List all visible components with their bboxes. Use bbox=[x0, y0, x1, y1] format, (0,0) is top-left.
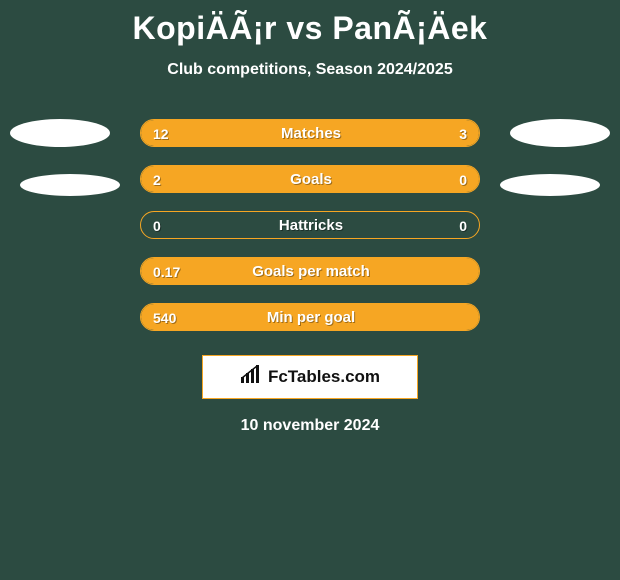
stat-bar-left-fill bbox=[141, 166, 480, 192]
stat-bar-left-fill bbox=[141, 304, 480, 330]
stat-bar: Goals20 bbox=[140, 165, 480, 193]
stat-bar-right-fill bbox=[411, 120, 479, 146]
player-ellipse bbox=[10, 119, 110, 147]
stat-bar-left-fill bbox=[141, 120, 413, 146]
logo-text-rest: Tables.com bbox=[288, 367, 380, 386]
stat-bar-left-fill bbox=[141, 258, 480, 284]
stat-bar: Matches123 bbox=[140, 119, 480, 147]
stat-row: Min per goal540 bbox=[0, 303, 620, 331]
player-ellipse bbox=[500, 174, 600, 196]
logo-text-bold: Fc bbox=[268, 367, 288, 386]
date-label: 10 november 2024 bbox=[0, 417, 620, 435]
subtitle: Club competitions, Season 2024/2025 bbox=[0, 61, 620, 79]
logo-chart-icon bbox=[240, 365, 262, 390]
stat-bar: Hattricks0 0 bbox=[140, 211, 480, 239]
stat-row: Hattricks0 0 bbox=[0, 211, 620, 239]
player-ellipse bbox=[20, 174, 120, 196]
stat-value-left: 0 bbox=[153, 212, 161, 239]
player-ellipse bbox=[510, 119, 610, 147]
logo-box: FcTables.com bbox=[202, 355, 418, 399]
stat-bar: Goals per match0.17 bbox=[140, 257, 480, 285]
stat-bar: Min per goal540 bbox=[140, 303, 480, 331]
stat-row: Goals per match0.17 bbox=[0, 257, 620, 285]
stat-label: Hattricks bbox=[141, 212, 480, 239]
stat-value-right: 0 bbox=[459, 212, 467, 239]
comparison-rows: Matches123 Goals20 Hattricks0 0 Goals per ma… bbox=[0, 119, 620, 331]
page-title: KopiÄÃ¡r vs PanÃ¡Äek bbox=[0, 0, 620, 47]
logo-text: FcTables.com bbox=[268, 367, 380, 387]
